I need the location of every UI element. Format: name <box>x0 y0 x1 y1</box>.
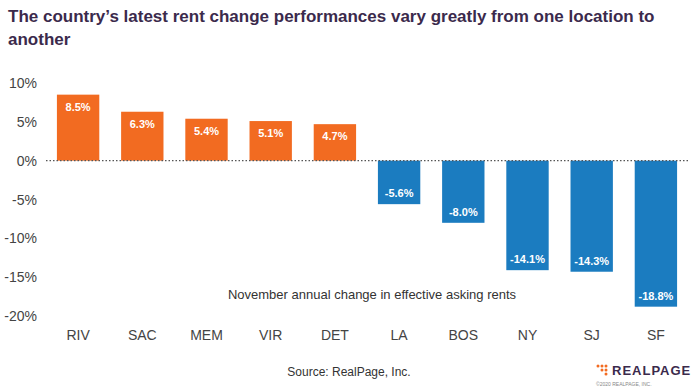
y-tick-label: 10% <box>9 75 37 91</box>
logo: REALPAGE <box>612 363 691 378</box>
data-label: -14.3% <box>574 255 609 267</box>
data-label: 4.7% <box>322 130 347 142</box>
bar <box>185 119 227 161</box>
x-tick-label: LA <box>391 327 409 343</box>
bar <box>250 121 292 161</box>
y-tick-label: -20% <box>4 308 37 324</box>
source: Source: RealPage, Inc. <box>287 365 410 379</box>
x-tick-label: NY <box>518 327 538 343</box>
data-label: -14.1% <box>510 253 545 265</box>
x-tick-label: RIV <box>66 327 90 343</box>
title-line: another <box>8 30 71 49</box>
bar <box>378 161 420 204</box>
data-label: -18.8% <box>638 290 673 302</box>
bar <box>314 124 356 161</box>
y-tick-label: -5% <box>12 192 37 208</box>
data-label: 5.1% <box>258 127 283 139</box>
x-tick-label: BOS <box>449 327 479 343</box>
y-tick-label: -15% <box>4 269 37 285</box>
bar <box>442 161 484 223</box>
x-tick-label: DET <box>321 327 349 343</box>
title-line: The country’s latest rent change perform… <box>8 7 654 26</box>
annotation: November annual change in effective aski… <box>228 287 517 302</box>
logo-dot <box>601 365 604 368</box>
logo-dot <box>605 365 608 368</box>
logo-dot <box>597 365 600 368</box>
logo-dot <box>601 369 604 372</box>
data-label: 8.5% <box>66 101 91 113</box>
bar <box>635 161 677 307</box>
chart: The country’s latest rent change perform… <box>0 0 696 390</box>
logo-note: ©2020 REALPAGE, INC. <box>596 381 652 387</box>
data-label: -8.0% <box>449 206 478 218</box>
data-label: 5.4% <box>194 125 219 137</box>
x-tick-label: MEM <box>190 327 223 343</box>
bar <box>571 161 613 272</box>
zero-line <box>46 160 688 161</box>
data-label: 6.3% <box>130 118 155 130</box>
y-tick-label: -10% <box>4 230 37 246</box>
title: The country’s latest rent change perform… <box>8 7 654 49</box>
bar <box>121 112 163 161</box>
y-tick-label: 5% <box>17 114 37 130</box>
logo-dot <box>605 373 608 376</box>
logo-dot <box>605 369 608 372</box>
bar <box>506 161 548 271</box>
bar <box>57 95 99 161</box>
x-tick-label: SJ <box>584 327 600 343</box>
y-tick-label: 0% <box>17 153 37 169</box>
x-tick-label: SAC <box>128 327 157 343</box>
x-tick-label: VIR <box>259 327 282 343</box>
x-tick-label: SF <box>647 327 665 343</box>
data-label: -5.6% <box>385 187 414 199</box>
